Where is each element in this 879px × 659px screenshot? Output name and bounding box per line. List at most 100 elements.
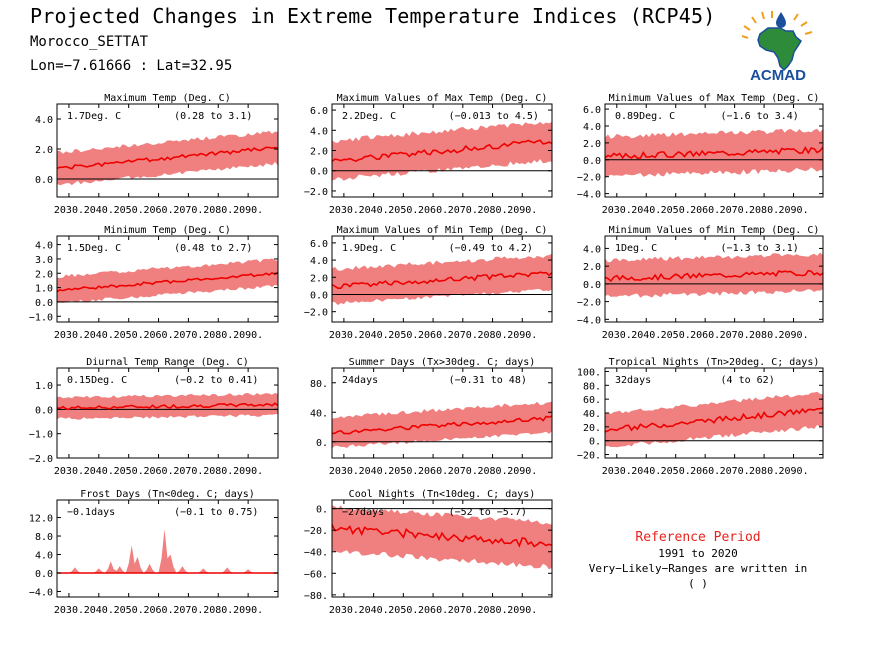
range-label: (−52 to −5.7) bbox=[449, 507, 527, 518]
x-tick-label: 2080. bbox=[203, 605, 233, 616]
y-tick-label: 6.0 bbox=[583, 105, 601, 116]
x-tick-label: 2050. bbox=[661, 205, 691, 216]
x-tick-label: 2030. bbox=[602, 330, 632, 341]
mean-line bbox=[56, 402, 279, 411]
sun-rays-icon bbox=[741, 11, 813, 39]
y-tick-label: −2.0 bbox=[577, 173, 601, 184]
range-label: (−0.2 to 0.41) bbox=[174, 375, 258, 386]
y-tick-label: 8.0 bbox=[35, 532, 53, 543]
x-tick-label: 2070. bbox=[448, 330, 478, 341]
range-label: (4 to 62) bbox=[721, 375, 775, 386]
y-tick-label: −4.0 bbox=[577, 315, 601, 326]
y-tick-label: 12.0 bbox=[29, 514, 53, 525]
x-tick-label: 2060. bbox=[143, 205, 173, 216]
chart-panel-1: 0.0 2.0 4.0 2030. 2040. 2050. 2060. 2070. 2080. 2… bbox=[35, 93, 279, 216]
range-band bbox=[57, 393, 278, 420]
chart-panel-2: −2.0 0.0 2.0 4.0 6.0 2030. 2040. 2050. 2060. 2070… bbox=[304, 93, 553, 216]
range-band bbox=[332, 121, 552, 181]
y-tick-label: −40. bbox=[304, 548, 328, 559]
x-tick-label: 2030. bbox=[329, 605, 359, 616]
value-label: 1.7Deg. C bbox=[67, 111, 121, 122]
x-tick-label: 2050. bbox=[388, 466, 418, 477]
x-tick-label: 2080. bbox=[749, 205, 779, 216]
mean-line bbox=[331, 139, 553, 162]
x-tick-label: 2090. bbox=[778, 330, 808, 341]
y-tick-label: 4.0 bbox=[583, 122, 601, 133]
y-tick-label: 0.0 bbox=[583, 156, 601, 167]
x-tick-label: 2030. bbox=[54, 605, 84, 616]
plot-frame bbox=[56, 367, 279, 459]
x-tick-label: 2090. bbox=[507, 605, 537, 616]
x-tick-label: 2070. bbox=[448, 205, 478, 216]
y-tick-label: 2.0 bbox=[583, 262, 601, 273]
chart-title: Diurnal Temp Range (Deg. C) bbox=[86, 357, 249, 368]
x-tick-label: 2080. bbox=[749, 466, 779, 477]
y-tick-label: 60. bbox=[583, 395, 601, 406]
x-tick-label: 2090. bbox=[507, 330, 537, 341]
x-tick-label: 2050. bbox=[114, 205, 144, 216]
plot-frame bbox=[56, 235, 279, 323]
y-tick-label: 2.0 bbox=[35, 145, 53, 156]
x-tick-label: 2080. bbox=[203, 466, 233, 477]
y-tick-label: −2.0 bbox=[304, 308, 328, 319]
y-tick-label: 6.0 bbox=[310, 106, 328, 117]
reference-period-box: Reference Period 1991 to 2020 Very−Likel… bbox=[588, 530, 808, 591]
x-tick-label: 2070. bbox=[448, 605, 478, 616]
x-tick-label: 2030. bbox=[54, 466, 84, 477]
y-tick-label: 0.0 bbox=[310, 290, 328, 301]
y-tick-label: 40. bbox=[583, 409, 601, 420]
x-tick-label: 2040. bbox=[84, 205, 114, 216]
x-tick-label: 2060. bbox=[143, 330, 173, 341]
range-band bbox=[57, 529, 278, 574]
y-tick-label: 80. bbox=[583, 381, 601, 392]
value-label: 0.15Deg. C bbox=[67, 375, 127, 386]
chart-panel-6: −4.0 −2.0 0.0 2.0 4.0 2030. 2040. 2050. 2060. 207… bbox=[577, 225, 824, 341]
logo-text: ACMAD bbox=[750, 67, 806, 82]
reference-period-years: 1991 to 2020 bbox=[658, 547, 738, 560]
value-label: 1.5Deg. C bbox=[67, 243, 121, 254]
y-tick-label: −60. bbox=[304, 569, 328, 580]
x-tick-label: 2040. bbox=[359, 330, 389, 341]
x-tick-label: 2030. bbox=[329, 330, 359, 341]
range-label: (−0.1 to 0.75) bbox=[174, 507, 258, 518]
range-band bbox=[605, 252, 823, 298]
x-tick-label: 2040. bbox=[84, 605, 114, 616]
x-tick-label: 2090. bbox=[778, 466, 808, 477]
reference-period-title: Reference Period bbox=[635, 530, 761, 545]
y-tick-label: 80. bbox=[310, 379, 328, 390]
x-tick-label: 2050. bbox=[114, 330, 144, 341]
mean-line bbox=[604, 145, 824, 160]
x-tick-label: 2090. bbox=[507, 466, 537, 477]
x-tick-label: 2040. bbox=[631, 466, 661, 477]
x-tick-label: 2050. bbox=[388, 605, 418, 616]
y-tick-label: −1.0 bbox=[29, 430, 53, 441]
page-title: Projected Changes in Extreme Temperature… bbox=[30, 4, 716, 28]
plot-frame bbox=[331, 499, 553, 598]
x-tick-label: 2040. bbox=[359, 466, 389, 477]
x-tick-label: 2050. bbox=[661, 466, 691, 477]
x-tick-label: 2040. bbox=[84, 330, 114, 341]
x-tick-label: 2050. bbox=[388, 330, 418, 341]
y-tick-label: 2.0 bbox=[583, 139, 601, 150]
range-label: (0.28 to 3.1) bbox=[174, 111, 252, 122]
y-tick-label: 4.0 bbox=[583, 244, 601, 255]
y-tick-label: 0. bbox=[316, 438, 328, 449]
chart-title: Maximum Values of Max Temp (Deg. C) bbox=[337, 93, 548, 104]
chart-panel-5: −2.0 0.0 2.0 4.0 6.0 2030. 2040. 2050. 2060. 2070… bbox=[304, 225, 553, 341]
x-tick-label: 2080. bbox=[477, 605, 507, 616]
x-tick-label: 2060. bbox=[418, 205, 448, 216]
chart-panel-11: −80.−60.−40.−20.0.2030. 2040. 2050. 2060. 20… bbox=[304, 489, 553, 616]
range-label: (−0.013 to 4.5) bbox=[449, 111, 539, 122]
y-tick-label: 0.0 bbox=[35, 175, 53, 186]
chart-panel-9: −20. 0. 20. 40. 60. 80. 100. 2030. 2040. 2050. 206… bbox=[577, 357, 824, 477]
mean-line bbox=[604, 407, 824, 433]
range-band bbox=[332, 505, 552, 570]
y-tick-label: 1.0 bbox=[35, 381, 53, 392]
x-tick-label: 2090. bbox=[233, 330, 263, 341]
y-tick-label: −2.0 bbox=[577, 298, 601, 309]
y-tick-label: 2.0 bbox=[35, 269, 53, 280]
y-tick-label: 0.0 bbox=[310, 167, 328, 178]
value-label: 1Deg. C bbox=[615, 243, 657, 254]
mean-line bbox=[331, 415, 553, 435]
